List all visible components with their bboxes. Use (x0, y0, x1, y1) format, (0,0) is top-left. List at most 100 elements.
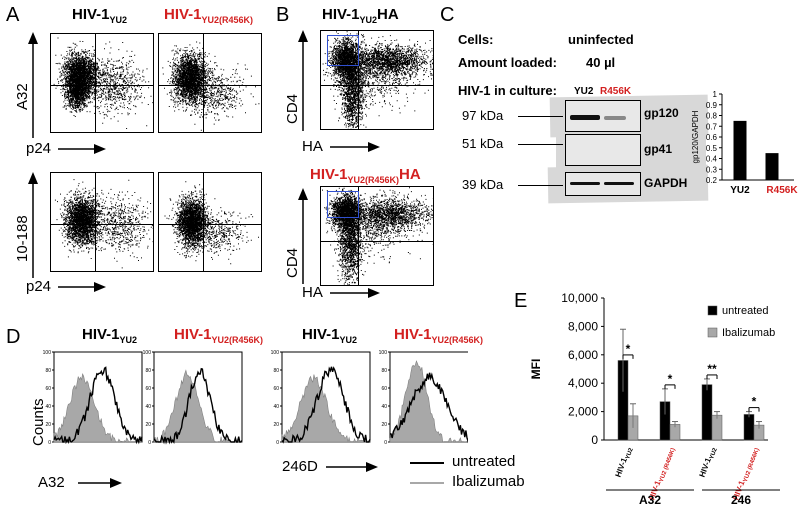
y-tick-label: 40 (381, 404, 387, 410)
y-axis-arrow-cd4-top (298, 30, 308, 131)
ibalizumab-histogram (153, 369, 243, 443)
panel-d-title-3: HIV-1YU2 (302, 326, 357, 345)
band-gapdh-r456k (604, 182, 634, 185)
band-gp120-yu2 (570, 115, 600, 120)
scatter-points (162, 41, 260, 131)
x-tick-label: HIV-1YU2 (698, 445, 719, 479)
y-tick-label: 100 (271, 350, 280, 356)
group-label-a32: A32 (639, 493, 661, 507)
band-label-gp120: gp120 (644, 106, 679, 120)
quadrant-line-horizontal (321, 240, 433, 242)
y-tick-label: 20 (273, 422, 279, 428)
ibalizumab-histogram (53, 372, 142, 443)
flow-plot-yu2-a32 (50, 33, 154, 133)
quadrant-line-horizontal (159, 84, 261, 86)
scatter-dots (322, 31, 433, 129)
panel-b-title-top: HIV-1YU2HA (322, 6, 399, 25)
quadrant-line-horizontal (321, 84, 433, 86)
panel-letter-d: D (6, 326, 21, 348)
quadrant-line-horizontal (159, 223, 261, 225)
mfi-bar-chart: 0 2,000 4,000 6,000 8,000 10,000 MFI * HIV-1YU2 *… (529, 291, 780, 507)
untreated-histogram (53, 366, 143, 445)
lane-yu2-label: YU2 (574, 86, 594, 97)
title-sub: YU2 (339, 335, 358, 345)
x-tick-label-sub: YU2 (R456K) (743, 447, 761, 483)
quadrant-line-vertical (94, 173, 96, 271)
untreated-histogram (281, 366, 371, 444)
title-main: HIV-1 (174, 326, 212, 343)
y-tick-label: 40 (45, 404, 51, 410)
y-tick-label: 0.6 (706, 133, 718, 142)
y-tick-label: 100 (143, 350, 152, 356)
y-tick-label: 60 (45, 386, 51, 392)
y-axis-label-a32: A32 (14, 83, 31, 110)
histogram-3: 0 20 40 60 80 100 (271, 350, 371, 446)
x-axis-label-ha-top: HA (302, 138, 323, 155)
ibalizumab-histogram (281, 374, 371, 443)
y-axis-label: MFI (529, 359, 543, 380)
x-axis-arrow-ha-bottom (330, 288, 380, 298)
blot-gp41 (565, 134, 641, 166)
quadrant-line-vertical (357, 31, 359, 129)
flow-plot-cd4-ha-yu2 (320, 30, 434, 130)
mw-51-tick (518, 144, 563, 145)
quadrant-line-vertical (202, 34, 204, 132)
x-axis-label-246d: 246D (282, 458, 318, 475)
y-tick-label: 80 (381, 368, 387, 374)
y-tick-label: 60 (381, 386, 387, 392)
y-axis-label-cd4-top: CD4 (284, 93, 301, 124)
y-tick-label: 0.4 (706, 155, 718, 164)
x-axis-label-p24-top: p24 (26, 140, 52, 157)
y-tick-label: 0.7 (706, 122, 718, 131)
mw-39: 39 kDa (462, 177, 504, 192)
significance-marker: * (668, 372, 673, 386)
flow-plot-yu2-10-188 (50, 172, 154, 272)
scatter-dots (54, 179, 153, 269)
y-axis-label-cd4-bottom: CD4 (284, 247, 301, 278)
y-tick-label: 40 (273, 404, 279, 410)
amount-value: 40 µl (586, 55, 616, 70)
title-sub: YU2(R456K) (201, 15, 254, 25)
panel-d-title-4: HIV-1YU2(R456K) (394, 326, 483, 345)
y-tick-label: 10,000 (561, 291, 598, 305)
x-tick-label: YU2 (730, 185, 750, 196)
y-axis-arrow-cd4-bottom (298, 188, 308, 284)
x-axis-arrow-ha-top (330, 142, 380, 152)
x-tick-label-sub: YU2 (709, 447, 719, 461)
scatter-points (164, 181, 259, 265)
y-tick-label: 8,000 (568, 319, 598, 333)
y-tick-label: 20 (45, 422, 51, 428)
mw-39-tick (518, 185, 563, 186)
panel-a-title-left: HIV-1YU2 (72, 6, 127, 25)
y-axis-arrow-10-188 (28, 172, 38, 278)
scatter-points (322, 187, 433, 285)
y-tick-label: 0 (276, 440, 279, 446)
culture-label: HIV-1 in culture: (458, 83, 557, 98)
title-suffix: HA (377, 6, 399, 23)
y-tick-label: 40 (145, 404, 151, 410)
legend-swatch-ibalizumab (707, 327, 718, 338)
y-tick-label: 0.8 (706, 112, 718, 121)
title-sub: YU2 (109, 15, 128, 25)
quadrant-line-horizontal (51, 223, 153, 225)
y-tick-label: 0 (48, 440, 51, 446)
y-tick-label: 0 (148, 440, 151, 446)
y-axis-label-counts: Counts (30, 398, 47, 446)
bar-untreated (743, 414, 755, 441)
scatter-dots (53, 37, 153, 129)
histogram-1: 0 20 40 60 80 100 (43, 350, 143, 446)
flow-plot-cd4-ha-r456k (320, 186, 434, 286)
title-sub: YU2 (119, 335, 138, 345)
quadrant-line-vertical (94, 34, 96, 132)
title-main: HIV-1 (310, 166, 348, 183)
x-tick-label-sub: YU2 (625, 447, 635, 461)
y-tick-label: 4,000 (568, 376, 598, 390)
lane-r456k-label: R456K (600, 86, 632, 97)
x-axis-arrow-246d (326, 462, 378, 472)
flow-plot-r456k-a32 (158, 33, 262, 133)
panel-letter-e: E (514, 290, 528, 312)
title-sub: YU2 (359, 15, 378, 25)
untreated-histogram (389, 372, 468, 444)
ibalizumab-histogram (389, 360, 468, 443)
band-label-gapdh: GAPDH (644, 176, 688, 190)
